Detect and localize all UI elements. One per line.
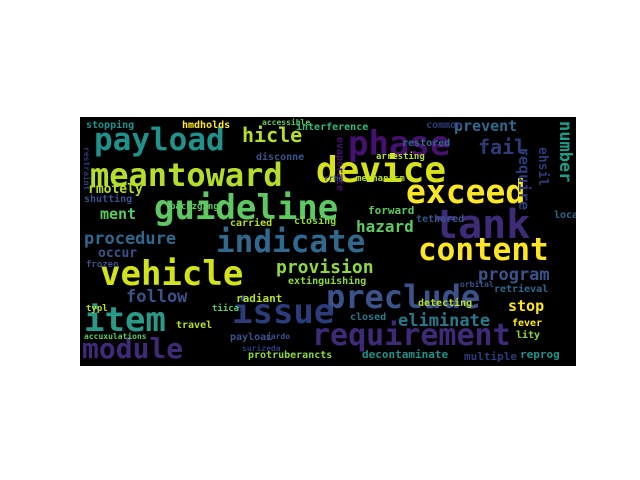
word-require: require <box>515 147 533 211</box>
word-local: local <box>554 210 576 221</box>
word-hmdholds: hmdholds <box>182 120 231 131</box>
word-common: restored <box>402 138 451 149</box>
word-rrho: rrho <box>324 174 344 183</box>
word-decontaminate: decontaminate <box>362 348 449 361</box>
word-rmotely: rmotely <box>88 182 143 197</box>
word-shutting: shutting <box>84 194 133 205</box>
word-restored: arresting <box>376 152 425 162</box>
word-evaporate: evaporate <box>334 137 345 192</box>
word-device: device <box>316 150 447 191</box>
word-fail: fail <box>478 135 527 159</box>
word-content: content <box>418 232 549 268</box>
word-occur: occur <box>98 246 138 261</box>
word-closed: closed <box>350 312 387 323</box>
word-protruberancts: protruberancts <box>248 350 333 361</box>
word-arresting: mechanism <box>356 174 405 184</box>
word-radiant: radiant <box>236 292 283 305</box>
word-hazard: hazard <box>356 217 414 236</box>
word-hicle: hicle <box>242 123 303 147</box>
word-guideline: guideline <box>154 188 339 228</box>
word-eliminate: eliminate <box>398 311 491 331</box>
word-carried: carried <box>230 218 273 229</box>
word-ehsil: ehsil <box>535 147 550 187</box>
word-payloai: payloai <box>230 332 273 343</box>
word-restraint: restraint <box>82 147 91 191</box>
word-preclude: preclude <box>326 278 481 316</box>
word-cloud: payload phase meantoward device guidelin… <box>80 117 576 366</box>
word-reprog: reprog <box>520 348 560 361</box>
word-vehicle: vehicle <box>100 254 244 294</box>
word-stop: stop <box>508 297 545 315</box>
word-number: number <box>555 121 575 183</box>
word-extinguishing: extinguishing <box>288 276 367 287</box>
word-follow: follow <box>126 287 188 307</box>
word-stopping: stopping <box>86 120 135 131</box>
word-interference: interference <box>296 122 369 133</box>
word-issue: issue <box>232 292 335 332</box>
word-packzging: packzging <box>170 202 219 212</box>
word-frozen: common <box>426 120 463 131</box>
word-indicate: indicate <box>216 224 366 260</box>
word-procedure: procedure <box>84 229 177 249</box>
word-tank: tank <box>434 202 531 248</box>
word-disconne: disconne <box>256 152 305 163</box>
word-forward: forward <box>368 204 415 217</box>
word-phase: phase <box>348 124 451 164</box>
word-lity: lity <box>516 330 541 341</box>
word-provision: provision <box>276 257 374 278</box>
word-exceed: exceed <box>406 172 526 211</box>
word-ment: ment <box>100 205 137 223</box>
word-meantoward: meantoward <box>90 156 283 194</box>
word-payload: payload <box>94 122 225 158</box>
word-accessible: accessible <box>262 118 311 127</box>
word-multiple: multiple <box>464 350 517 363</box>
word-program: program <box>478 265 550 285</box>
word-detecting: detecting <box>418 298 473 309</box>
word-item: item <box>84 300 166 340</box>
word-orbital: orbital <box>460 280 494 289</box>
word-module: module <box>82 332 184 365</box>
word-surizeda: surizeda <box>242 344 281 353</box>
word-retrieval: retrieval <box>494 284 549 295</box>
word-tethered: tiica <box>212 304 240 314</box>
word-typl: typl <box>86 304 108 314</box>
word-tiica: frozen <box>86 260 119 270</box>
word-mechanism: tethered <box>416 214 465 225</box>
word-requirement: requirement <box>312 318 511 353</box>
word-prevent: prevent <box>454 117 518 135</box>
word-cardo: cardo <box>266 332 291 341</box>
word-accuxulations: accuxulations <box>84 332 147 341</box>
word-fever: fever <box>512 318 543 329</box>
word-closing: closing <box>294 216 337 227</box>
word-travel: travel <box>176 320 213 331</box>
